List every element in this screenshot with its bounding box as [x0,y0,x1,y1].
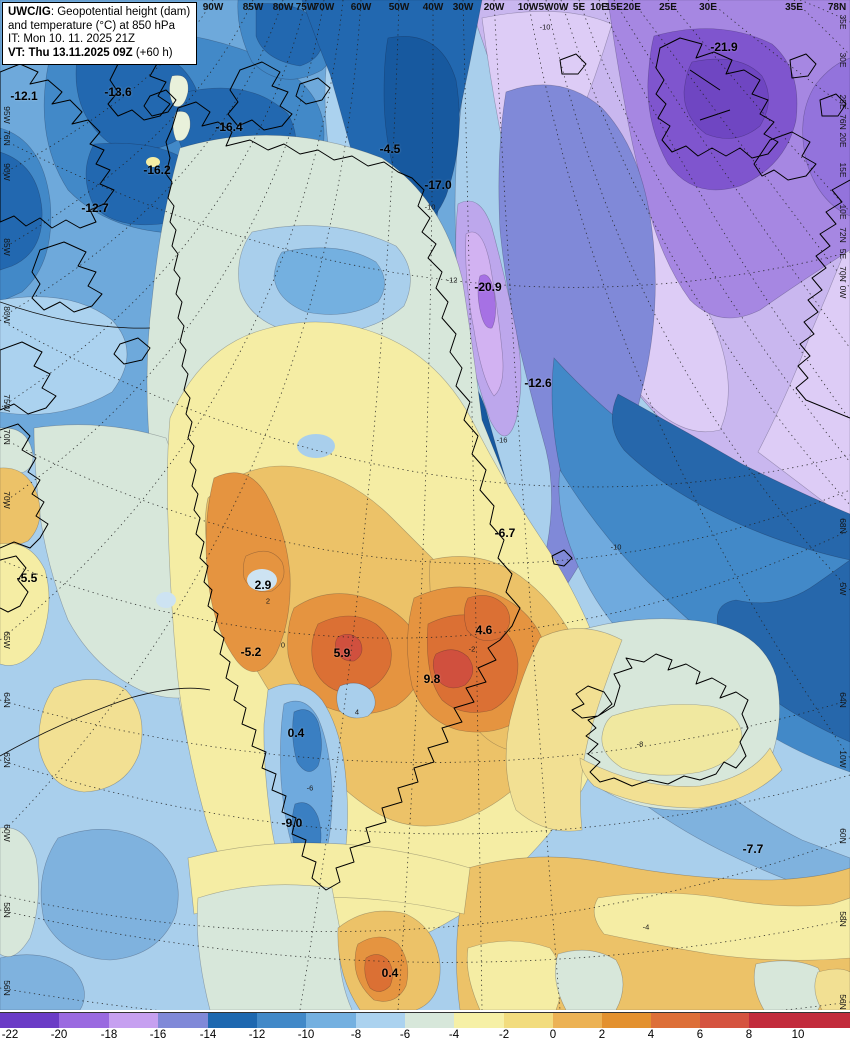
colorbar-segment [602,1013,651,1028]
colorbar-segment [59,1013,109,1028]
colorbar-tick-label: 4 [647,1029,655,1041]
colorbar-tick-label: -2 [498,1029,510,1041]
colorbar-segment [504,1013,553,1028]
product-name: UWC/IG [8,6,51,18]
colorbar-segment [0,1013,59,1028]
init-time: IT: Mon 10. 11. 2025 21Z [8,33,136,45]
colorbar-tick-label: -8 [350,1029,362,1041]
colorbar-tick-label: 6 [696,1029,704,1041]
temperature-colorbar [0,1012,850,1028]
colorbar-tick-label: -22 [1,1029,19,1041]
colorbar-tick-label: -4 [448,1029,460,1041]
colorbar-tick-label: 0 [549,1029,557,1041]
graticule [0,0,850,1010]
colorbar-segment [651,1013,700,1028]
temperature-fill-field [0,0,850,1010]
title-line-1: UWC/IG: Geopotential height (dam) [8,6,190,20]
colorbar-tick-label: -18 [100,1029,118,1041]
colorbar-segment [257,1013,306,1028]
valid-time: VT: Thu 13.11.2025 09Z [8,46,133,59]
colorbar-segment [306,1013,356,1028]
colorbar-tick-label: -12 [248,1029,266,1041]
colorbar-tick-label: -10 [297,1029,315,1041]
colorbar-tick-label: 2 [598,1029,606,1041]
title-text: : Geopotential height (dam) [50,6,191,18]
colorbar-tick-label: 8 [745,1029,753,1041]
colorbar-segment [109,1013,158,1028]
colorbar-tick-label: -16 [149,1029,167,1041]
title-box: UWC/IG: Geopotential height (dam) and te… [2,2,198,65]
colorbar-segment [454,1013,504,1028]
colorbar-tick-label: -14 [199,1029,217,1041]
colorbar-segment [749,1013,850,1028]
colorbar-tick-label: -20 [50,1029,68,1041]
coastlines [0,37,850,891]
colorbar-tick-label: -6 [399,1029,411,1041]
lead-time: (+60 h) [132,46,173,59]
colorbar-segment [208,1013,257,1028]
colorbar-segment [405,1013,454,1028]
title-line-2: and temperature (°C) at 850 hPa [8,19,175,32]
map-canvas [0,0,850,1010]
colorbar-tick-label: 10 [791,1029,805,1041]
colorbar-segment [158,1013,208,1028]
colorbar-segment [700,1013,749,1028]
height-contours [0,301,211,757]
colorbar-segment [356,1013,405,1028]
valid-time-line: VT: Thu 13.11.2025 09Z (+60 h) [8,47,190,61]
colorbar-segment [553,1013,602,1028]
